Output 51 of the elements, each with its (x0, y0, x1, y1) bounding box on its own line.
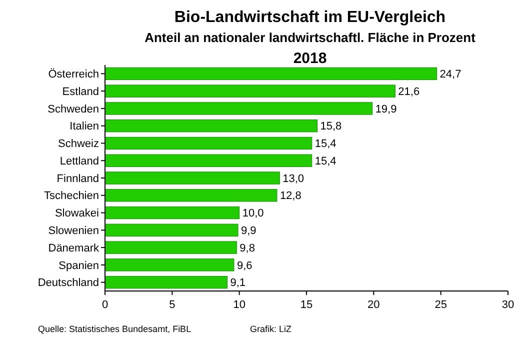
y-tick-label: Estland (62, 86, 99, 98)
y-tick-label: Österreich (48, 68, 99, 81)
source-note: Quelle: Statistisches Bundesamt, FiBL (38, 324, 192, 334)
y-tick-label: Dänemark (48, 242, 100, 254)
x-tick-label: 10 (233, 299, 246, 311)
bar (104, 67, 438, 80)
y-tick-label: Italien (70, 120, 99, 133)
bar (104, 224, 238, 236)
y-tick-label: Schweiz (58, 138, 99, 150)
x-tick-label: 5 (169, 299, 176, 311)
x-tick-label: 30 (502, 299, 514, 311)
bar (104, 120, 318, 132)
y-tick-label: Lettland (60, 155, 99, 168)
bar (104, 258, 234, 272)
chart-title: Bio-Landwirtschaft im EU-Vergleich (174, 9, 446, 26)
bar (104, 189, 278, 202)
y-tick-label: Schweden (48, 103, 99, 116)
bar (104, 154, 312, 167)
data-label: 15,4 (314, 155, 336, 168)
bar (104, 84, 396, 98)
y-tick-label: Deutschland (38, 277, 99, 290)
bar (104, 102, 373, 115)
bar (104, 241, 237, 254)
y-tick-label: Tschechien (44, 190, 99, 202)
x-tick-label: 20 (368, 299, 380, 311)
data-label: 9,1 (230, 277, 246, 290)
annotation: 2018 (293, 50, 327, 67)
data-label: 12,8 (280, 190, 302, 202)
data-label: 10,0 (242, 208, 264, 220)
bar (104, 172, 280, 184)
bar (104, 206, 240, 220)
x-tick-label: 15 (300, 299, 313, 311)
data-label: 9,6 (236, 260, 252, 272)
x-tick-label: 0 (102, 299, 108, 311)
data-label: 24,7 (440, 68, 462, 81)
chart-subtitle: Anteil an nationaler landwirtschaftl. Fläche in Prozent (144, 30, 476, 45)
data-label: 13,0 (282, 172, 304, 185)
y-tick-label: Finnland (56, 172, 99, 185)
bar (104, 136, 312, 150)
data-label: 15,8 (320, 120, 342, 133)
y-tick-label: Slowenien (48, 225, 99, 238)
y-tick-label: Spanien (58, 260, 99, 272)
data-label: 15,4 (314, 138, 336, 150)
y-tick-label: Slowakei (54, 208, 99, 220)
data-label: 21,6 (398, 86, 420, 98)
data-label: 19,9 (375, 103, 397, 116)
data-label: 9,8 (240, 242, 255, 254)
bar (104, 276, 228, 289)
data-label: 9,9 (240, 225, 256, 238)
x-tick-label: 25 (434, 299, 447, 311)
text: Grafik: LiZ (250, 324, 292, 334)
